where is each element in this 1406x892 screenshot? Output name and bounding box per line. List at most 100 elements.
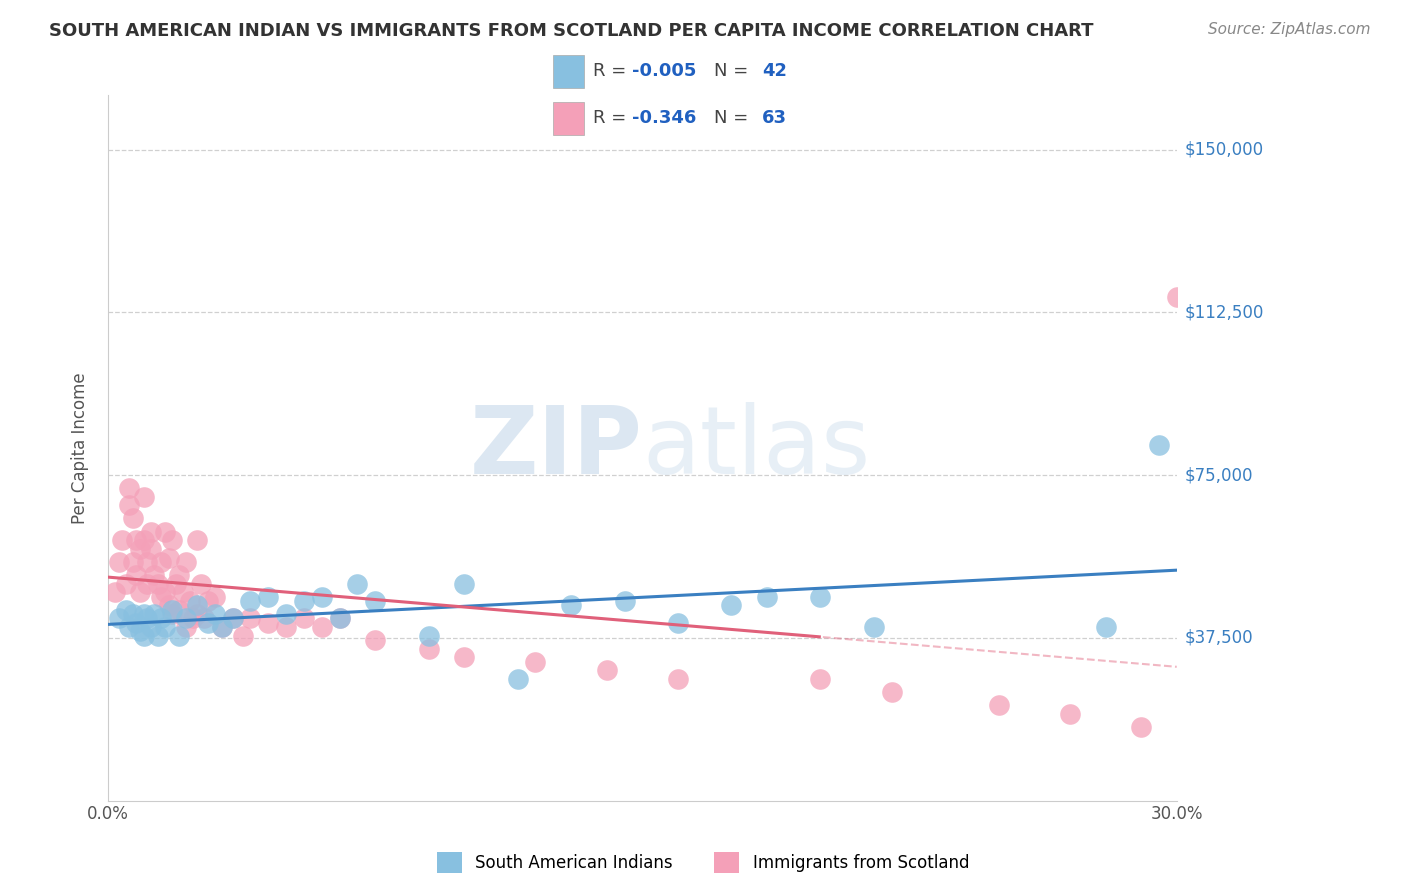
Point (221, 611, 243, 625)
Legend: South American Indians, Immigrants from Scotland: South American Indians, Immigrants from … (430, 846, 976, 880)
Text: R =: R = (593, 110, 631, 128)
Point (1166, 290, 1188, 304)
Point (453, 650, 475, 665)
Point (329, 611, 352, 625)
Point (204, 607, 226, 621)
Text: 63: 63 (762, 110, 787, 128)
Point (132, 490, 155, 504)
Point (211, 620, 233, 634)
Point (160, 602, 183, 616)
Point (129, 585, 152, 599)
Point (183, 611, 205, 625)
Text: $37,500: $37,500 (1185, 629, 1254, 647)
Point (239, 594, 262, 608)
Point (118, 481, 141, 495)
Point (506, 672, 529, 686)
Text: $112,500: $112,500 (1185, 303, 1264, 321)
Text: atlas: atlas (643, 402, 870, 494)
Point (179, 594, 201, 608)
Point (118, 620, 141, 634)
Point (136, 555, 159, 569)
Point (104, 585, 127, 599)
Point (122, 607, 145, 621)
Point (810, 672, 832, 686)
Point (1094, 620, 1116, 634)
Point (157, 550, 180, 565)
Point (346, 576, 368, 591)
Point (204, 590, 226, 604)
Text: 42: 42 (762, 62, 787, 80)
Point (132, 533, 155, 548)
Point (1130, 720, 1153, 734)
Point (524, 655, 547, 669)
FancyBboxPatch shape (554, 102, 583, 135)
Point (666, 672, 689, 686)
Point (197, 615, 219, 630)
Point (125, 615, 148, 630)
Point (274, 607, 297, 621)
FancyBboxPatch shape (554, 55, 583, 87)
Point (146, 629, 169, 643)
Point (239, 611, 262, 625)
Point (114, 576, 136, 591)
Point (176, 620, 198, 634)
Point (114, 602, 136, 616)
Point (150, 590, 173, 604)
Point (107, 555, 129, 569)
Point (257, 590, 280, 604)
Point (153, 585, 176, 599)
Point (193, 611, 215, 625)
Point (364, 633, 387, 648)
Point (274, 620, 297, 634)
Point (232, 629, 254, 643)
Text: -0.346: -0.346 (633, 110, 696, 128)
Point (311, 620, 333, 634)
Point (132, 607, 155, 621)
Point (221, 611, 243, 625)
Point (720, 599, 742, 613)
Point (186, 533, 208, 548)
Point (125, 533, 148, 548)
Point (197, 594, 219, 608)
Point (143, 607, 166, 621)
Point (453, 576, 475, 591)
Text: ZIP: ZIP (470, 402, 643, 494)
Point (329, 611, 352, 625)
Point (160, 607, 183, 621)
Point (136, 611, 159, 625)
Point (125, 568, 148, 582)
Point (107, 611, 129, 625)
Text: -0.005: -0.005 (633, 62, 696, 80)
Point (172, 585, 194, 599)
Point (1059, 706, 1081, 721)
Point (122, 511, 145, 525)
Point (150, 611, 173, 625)
Text: R =: R = (593, 62, 631, 80)
Point (292, 594, 315, 608)
Point (143, 568, 166, 582)
Point (613, 594, 636, 608)
Point (153, 620, 176, 634)
Point (418, 641, 440, 656)
Point (153, 524, 176, 539)
Point (311, 590, 333, 604)
Point (987, 698, 1010, 713)
Point (1147, 438, 1170, 452)
Point (756, 590, 779, 604)
Point (186, 607, 208, 621)
Text: $150,000: $150,000 (1185, 141, 1264, 159)
Point (160, 533, 183, 548)
Point (186, 599, 208, 613)
Point (167, 568, 190, 582)
Point (139, 620, 162, 634)
Point (129, 541, 152, 556)
Point (364, 594, 387, 608)
Point (292, 611, 315, 625)
Point (176, 555, 198, 569)
Point (190, 576, 212, 591)
Point (257, 615, 280, 630)
Point (132, 629, 155, 643)
Text: N =: N = (714, 110, 754, 128)
Point (176, 611, 198, 625)
Point (111, 533, 134, 548)
